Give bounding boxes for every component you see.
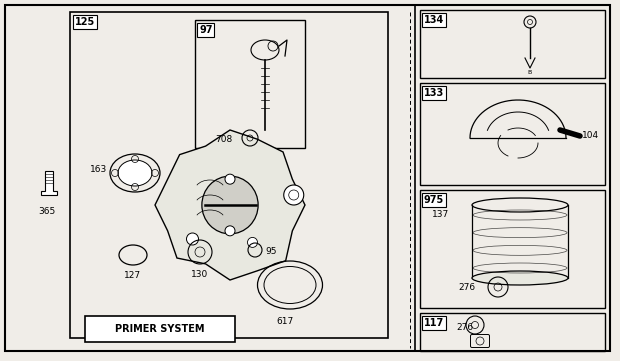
Bar	[420, 83, 605, 185]
Circle shape	[247, 238, 257, 247]
Text: 276: 276	[458, 283, 475, 292]
Bar	[195, 20, 305, 148]
Text: 163: 163	[90, 165, 107, 174]
Text: 125: 125	[75, 17, 95, 27]
Text: PRIMER SYSTEM: PRIMER SYSTEM	[115, 324, 205, 334]
Circle shape	[225, 174, 235, 184]
Circle shape	[187, 233, 198, 245]
Text: 104: 104	[582, 131, 599, 140]
Text: B: B	[528, 70, 532, 75]
Text: 133: 133	[424, 88, 445, 98]
Text: 117: 117	[424, 318, 445, 328]
Bar	[420, 190, 605, 308]
Text: 617: 617	[277, 317, 294, 326]
Bar	[415, 5, 610, 351]
Text: 130: 130	[192, 270, 208, 279]
Text: 975: 975	[424, 195, 445, 205]
Bar	[420, 313, 605, 351]
Ellipse shape	[202, 176, 258, 234]
Text: 276: 276	[456, 323, 473, 332]
Text: eReplacementParts.com: eReplacementParts.com	[189, 205, 291, 214]
Text: 708: 708	[215, 135, 232, 144]
Bar	[420, 10, 605, 78]
Text: 137: 137	[432, 210, 450, 219]
Text: 134: 134	[424, 15, 445, 25]
Bar	[85, 316, 235, 342]
Text: 127: 127	[125, 271, 141, 280]
Text: 365: 365	[38, 207, 56, 216]
Ellipse shape	[118, 160, 152, 186]
Circle shape	[284, 185, 304, 205]
Bar	[70, 12, 388, 338]
Polygon shape	[41, 171, 57, 195]
Polygon shape	[155, 130, 305, 280]
Circle shape	[225, 226, 235, 236]
Text: 95: 95	[265, 248, 277, 257]
Text: 97: 97	[199, 25, 213, 35]
Ellipse shape	[472, 271, 568, 285]
